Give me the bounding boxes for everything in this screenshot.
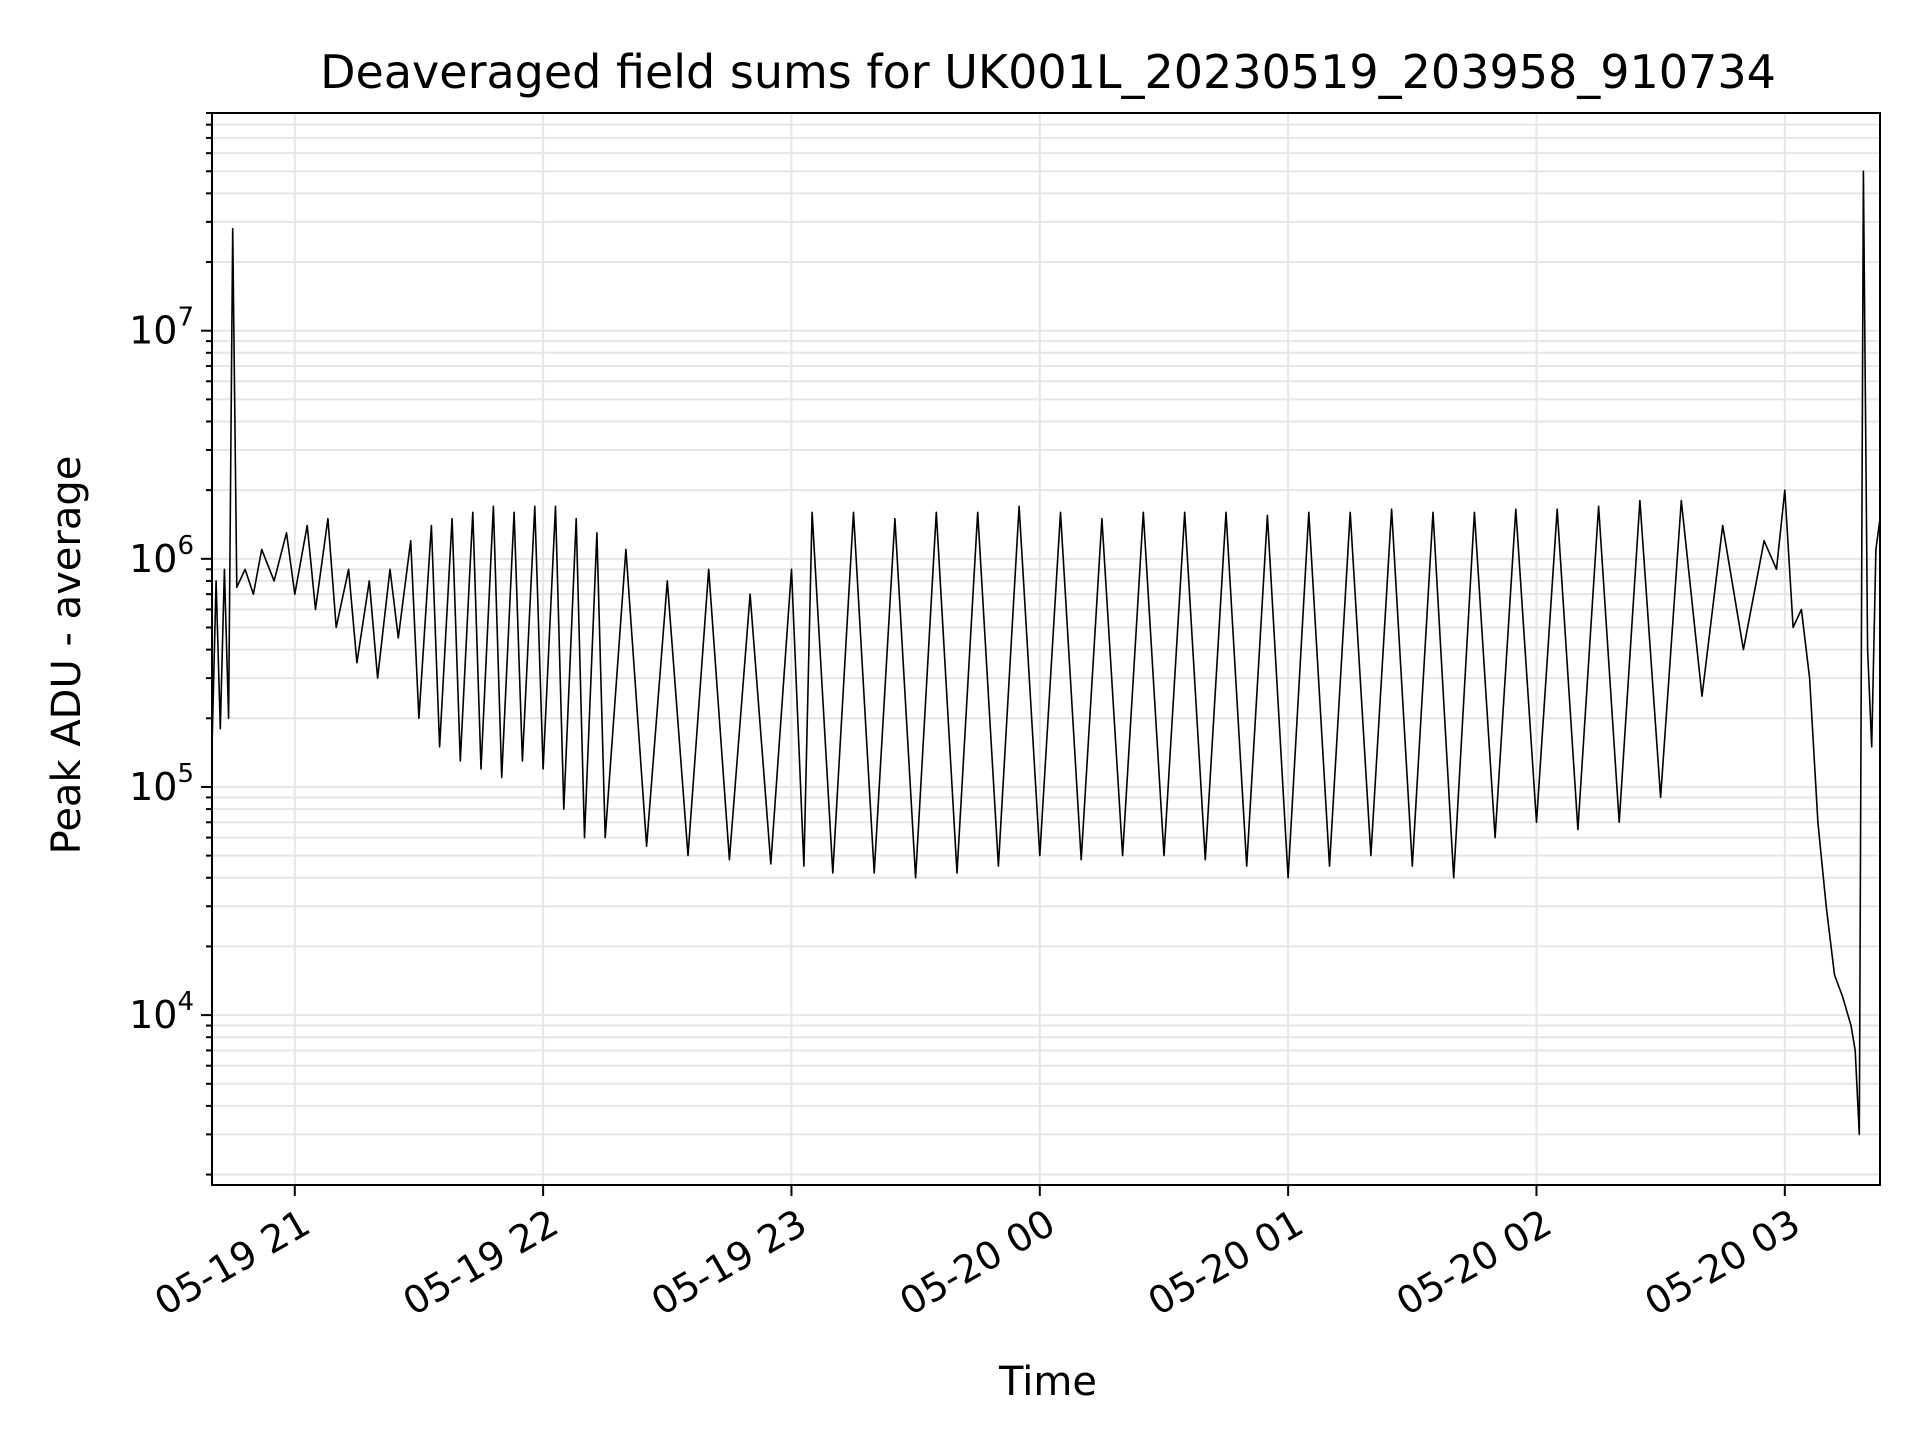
y-tick-base: 10 — [129, 537, 177, 581]
y-tick-exponent: 6 — [177, 531, 194, 561]
y-tick-base: 10 — [129, 765, 177, 809]
chart-title: Deaveraged field sums for UK001L_2023051… — [320, 45, 1776, 99]
y-tick-label: 107 — [129, 303, 194, 353]
y-tick-exponent: 4 — [177, 987, 194, 1017]
y-tick-base: 10 — [129, 309, 177, 353]
y-tick-label: 106 — [129, 531, 194, 581]
y-tick-label: 105 — [129, 759, 194, 809]
y-tick-base: 10 — [129, 993, 177, 1037]
series-line — [211, 170, 1881, 1136]
y-axis-label: Peak ADU - average — [44, 456, 90, 855]
series-layer — [211, 170, 1881, 1136]
y-tick-exponent: 7 — [177, 303, 194, 333]
y-tick-exponent: 5 — [177, 759, 194, 789]
x-axis-label: Time — [998, 1359, 1097, 1405]
y-tick-label: 104 — [129, 987, 194, 1037]
